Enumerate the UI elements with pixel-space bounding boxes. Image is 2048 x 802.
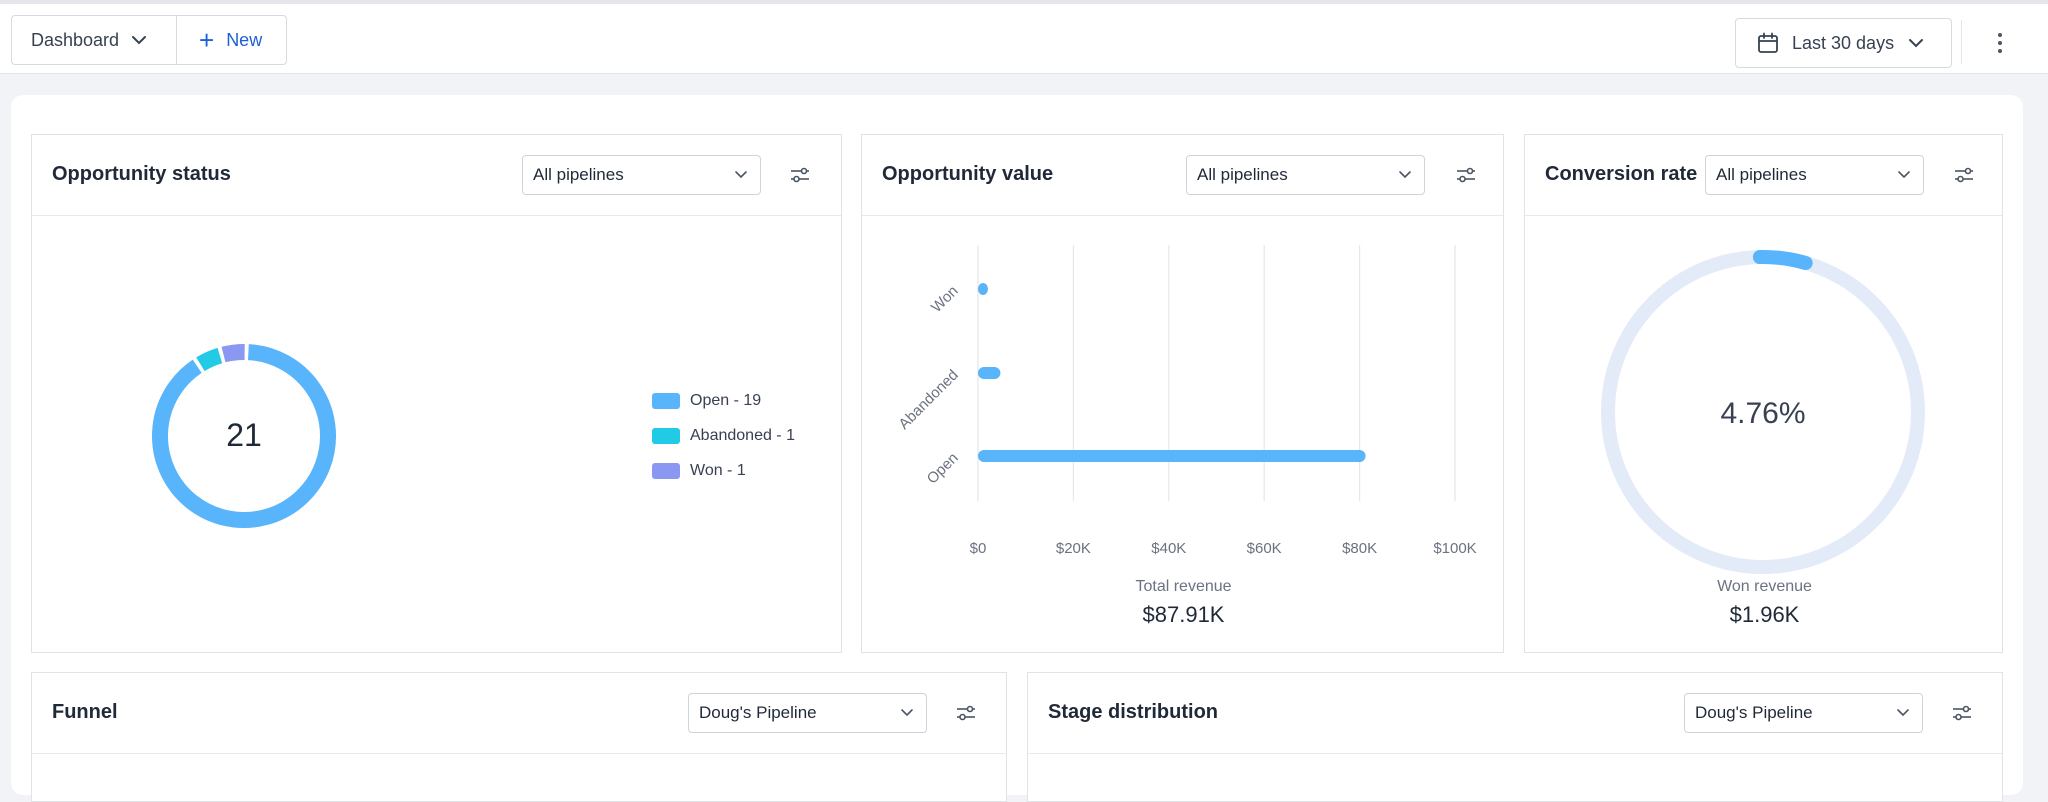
pipeline-select-value: Doug's Pipeline: [1695, 703, 1813, 722]
legend-label: Abandoned - 1: [690, 426, 795, 444]
x-tick-label: $60K: [1246, 540, 1282, 557]
pipeline-select-value: All pipelines: [533, 165, 624, 184]
card-header: Conversion rate All pipelines: [1525, 135, 2002, 216]
date-range-select[interactable]: Last 30 days: [1735, 18, 1952, 68]
dashboard-dropdown-button[interactable]: Dashboard: [12, 16, 177, 64]
conversion-rate-card: Conversion rate All pipelines 4.76% Won …: [1524, 134, 2003, 653]
conversion-rate-value: 4.76%: [1720, 397, 1805, 430]
chevron-down-icon: [735, 171, 747, 179]
dashboard-button-group: Dashboard + New: [11, 15, 287, 65]
filter-settings-icon[interactable]: [1454, 163, 1478, 187]
legend-label: Won - 1: [690, 461, 746, 479]
plus-icon: +: [199, 25, 215, 55]
legend-item-abandoned[interactable]: Abandoned - 1: [652, 418, 795, 453]
donut-total: 21: [226, 417, 262, 453]
card-title: Funnel: [52, 701, 118, 723]
conversion-rate-ring-chart: 4.76%: [1601, 250, 1925, 574]
card-title: Opportunity status: [52, 163, 231, 185]
chart-legend: Open - 19 Abandoned - 1 Won - 1: [652, 383, 795, 488]
chevron-down-icon: [1909, 39, 1924, 48]
opportunity-value-bar-chart: [977, 245, 1456, 501]
pipeline-select-value: All pipelines: [1716, 165, 1807, 184]
card-header: Funnel Doug's Pipeline: [32, 673, 1006, 754]
pipeline-select[interactable]: All pipelines: [1186, 155, 1425, 195]
dashboard-label: Dashboard: [31, 29, 120, 50]
donut-slice-won[interactable]: [221, 344, 245, 363]
date-range-label: Last 30 days: [1792, 32, 1895, 53]
legend-item-open[interactable]: Open - 19: [652, 383, 795, 418]
new-label: New: [226, 29, 263, 50]
stage-distribution-card: Stage distribution Doug's Pipeline: [1027, 672, 2003, 802]
pipeline-select[interactable]: Doug's Pipeline: [1684, 693, 1923, 733]
x-tick-label: $40K: [1151, 540, 1187, 557]
chevron-down-icon: [1898, 171, 1910, 179]
filter-settings-icon[interactable]: [788, 163, 812, 187]
card-header: Opportunity status All pipelines: [32, 135, 841, 216]
card-title: Opportunity value: [882, 163, 1054, 185]
legend-item-won[interactable]: Won - 1: [652, 453, 795, 488]
legend-swatch: [652, 427, 680, 444]
chevron-down-icon: [132, 36, 147, 45]
chevron-down-icon: [1399, 171, 1411, 179]
card-title: Conversion rate: [1545, 163, 1698, 185]
legend-label: Open - 19: [690, 391, 762, 409]
funnel-card: Funnel Doug's Pipeline: [31, 672, 1007, 802]
top-toolbar: Dashboard + New Last 30 days: [0, 0, 2048, 74]
chevron-down-icon: [1897, 709, 1909, 717]
donut-slice-abandoned[interactable]: [196, 347, 223, 372]
pipeline-select[interactable]: All pipelines: [522, 155, 761, 195]
card-header: Opportunity value All pipelines: [862, 135, 1503, 216]
pipeline-select[interactable]: Doug's Pipeline: [688, 693, 927, 733]
card-title: Stage distribution: [1048, 701, 1218, 723]
won-revenue-caption: Won revenue: [1717, 578, 1812, 595]
filter-settings-icon[interactable]: [1950, 701, 1974, 725]
bar-abandoned[interactable]: [978, 367, 1001, 379]
toolbar-divider: [1961, 20, 1962, 64]
more-options-icon[interactable]: [1985, 26, 2015, 60]
pipeline-select-value: All pipelines: [1197, 165, 1288, 184]
total-revenue-caption: Total revenue: [1135, 578, 1232, 595]
x-tick-label: $0: [969, 540, 987, 557]
new-button[interactable]: + New: [177, 16, 262, 64]
bar-won[interactable]: [978, 283, 988, 295]
opportunity-status-donut-chart: 21: [152, 344, 336, 528]
pipeline-select[interactable]: All pipelines: [1705, 155, 1924, 195]
card-header: Stage distribution Doug's Pipeline: [1028, 673, 2002, 754]
x-tick-label: $80K: [1342, 540, 1378, 557]
bar-open[interactable]: [978, 450, 1366, 462]
legend-swatch: [652, 392, 680, 409]
donut-slice-open[interactable]: [152, 344, 336, 528]
legend-swatch: [652, 462, 680, 479]
filter-settings-icon[interactable]: [954, 701, 978, 725]
opportunity-status-card: Opportunity status All pipelines 21 Open…: [31, 134, 842, 653]
x-tick-label: $100K: [1433, 540, 1477, 557]
ring-progress: [1752, 250, 1813, 270]
filter-settings-icon[interactable]: [1952, 163, 1976, 187]
won-revenue-value: $1.96K: [1729, 602, 1800, 627]
pipeline-select-value: Doug's Pipeline: [699, 703, 817, 722]
opportunity-value-card: Opportunity value All pipelines $0 $20K $4…: [861, 134, 1504, 653]
total-revenue-value: $87.91K: [1142, 602, 1225, 627]
calendar-icon: [1758, 32, 1778, 53]
chevron-down-icon: [901, 709, 913, 717]
x-tick-label: $20K: [1055, 540, 1091, 557]
